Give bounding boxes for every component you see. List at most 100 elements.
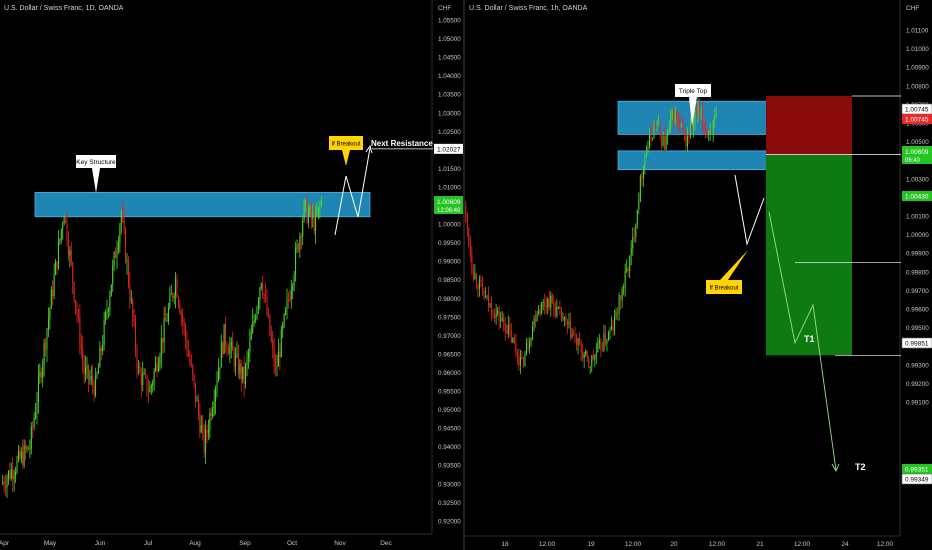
left-candle-body	[210, 412, 212, 416]
left-candle-body	[299, 235, 301, 251]
right-ytick-label: 1.00000	[906, 232, 929, 239]
left-candle-body	[193, 374, 195, 383]
left-candle-body	[257, 300, 259, 308]
panel-divider[interactable]	[463, 0, 465, 550]
left-candle-body	[26, 446, 28, 450]
left-chart-svg[interactable]: CHF 1.05500 1.05000 1.04500 1.04000 1.03500 1.…	[0, 0, 463, 550]
right-candle-body	[582, 351, 584, 359]
left-candle-body	[125, 229, 127, 263]
left-if-breakout-label-bubble	[329, 136, 363, 166]
left-candle-body	[43, 342, 45, 364]
right-candle-body	[486, 295, 488, 297]
left-ytick-label: 1.05500	[438, 18, 461, 25]
left-candle-body	[160, 337, 162, 357]
stop-loss-zone[interactable]	[766, 96, 852, 155]
right-chart-title: U.S. Dollar / Swiss Franc, 1h, OANDA	[469, 5, 588, 12]
left-candle-body	[7, 470, 9, 479]
right-candle-body	[632, 237, 634, 249]
right-ytick-label: 0.99100	[906, 400, 929, 407]
left-candle-body	[100, 347, 102, 352]
left-candle-body	[170, 294, 172, 296]
right-candle-body	[566, 320, 568, 325]
left-ytick-label: 0.94000	[438, 444, 461, 451]
left-candle-body	[239, 363, 241, 375]
right-candle-body	[553, 303, 555, 308]
left-candle-body	[185, 325, 187, 339]
right-candle-body	[700, 110, 702, 114]
left-candle-body	[219, 367, 221, 370]
left-candle-body	[157, 364, 159, 372]
left-candle-body	[92, 376, 94, 385]
left-candle-body	[15, 472, 17, 476]
right-candle-body	[614, 316, 616, 331]
right-chart-panel[interactable]: U.S. Dollar / Swiss Franc, 1h, OANDA CHF…	[465, 0, 932, 550]
left-candle-body	[163, 318, 165, 343]
right-t2b-price-tag: 0.99349	[905, 477, 929, 484]
left-candle-body	[96, 373, 98, 377]
right-candle-body	[579, 338, 581, 343]
left-xtick-label: Aug	[189, 540, 201, 547]
right-candle-body	[570, 321, 572, 339]
support-zone[interactable]	[617, 150, 770, 171]
right-chart-svg[interactable]: CHF1.011001.010001.009001.008001.007001.…	[465, 0, 932, 550]
right-candle-body	[563, 316, 565, 320]
left-candle-body	[169, 294, 171, 308]
left-candle-body	[36, 402, 38, 413]
right-ytick-label: 1.00900	[906, 65, 929, 72]
left-candle-body	[32, 426, 34, 428]
right-candle-body	[668, 126, 670, 131]
left-chart-panel[interactable]: U.S. Dollar / Swiss Franc, 1D, OANDA CHF…	[0, 0, 463, 550]
left-candle-body	[200, 425, 202, 433]
right-candle-body	[641, 176, 643, 179]
left-candle-body	[190, 363, 192, 366]
left-candle-body	[237, 353, 239, 375]
target-zone[interactable]	[766, 154, 852, 356]
right-candle-body	[469, 243, 471, 254]
right-candle-body	[689, 125, 691, 138]
left-candle-body	[76, 306, 78, 316]
right-candle-body	[507, 324, 509, 334]
right-candle-body	[651, 138, 653, 140]
left-candle-body	[252, 321, 254, 333]
right-candle-body	[683, 130, 685, 135]
right-candle-body	[715, 115, 717, 117]
left-candle-body	[212, 408, 214, 416]
right-candle-body	[472, 267, 474, 280]
left-candle-body	[180, 313, 182, 316]
left-chart-title: U.S. Dollar / Swiss Franc, 1D, OANDA	[4, 5, 124, 12]
left-candle-body	[305, 200, 307, 202]
left-candle-body	[16, 459, 18, 473]
right-ytick-label: 1.00800	[906, 83, 929, 90]
right-candle-body	[650, 134, 652, 140]
left-candle-body	[105, 312, 107, 321]
left-candle-body	[127, 261, 129, 285]
left-candle-body	[272, 340, 274, 347]
left-candle-body	[319, 205, 321, 208]
right-candle-body	[621, 288, 623, 301]
right-candle-body	[545, 306, 547, 308]
right-candle-body	[512, 338, 514, 343]
right-xtick-label: 12:00	[794, 541, 811, 548]
left-candle-body	[140, 372, 142, 386]
right-candle-body	[504, 323, 506, 332]
left-ytick-label: 0.93500	[438, 463, 461, 470]
left-candle-body	[112, 265, 114, 285]
left-candle-body	[236, 353, 238, 356]
left-candle-body	[22, 451, 24, 466]
left-candle-body	[309, 207, 311, 214]
left-ytick-label: 0.98500	[438, 277, 461, 284]
right-candle-body	[562, 319, 564, 321]
right-xtick-label: 12:00	[709, 541, 726, 548]
right-candle-body	[588, 357, 590, 367]
left-candle-body	[297, 244, 299, 251]
right-entry-price-tag-bg	[902, 191, 932, 201]
right-candle-body	[653, 124, 655, 139]
left-candle-body	[307, 213, 309, 223]
left-candle-body	[159, 356, 161, 365]
left-candle-body	[9, 470, 11, 479]
left-candle-body	[207, 430, 209, 433]
right-candle-body	[539, 309, 541, 314]
right-if-breakout-label-bubble	[706, 250, 748, 294]
right-candle-body	[495, 312, 497, 319]
right-candle-body	[635, 224, 637, 238]
